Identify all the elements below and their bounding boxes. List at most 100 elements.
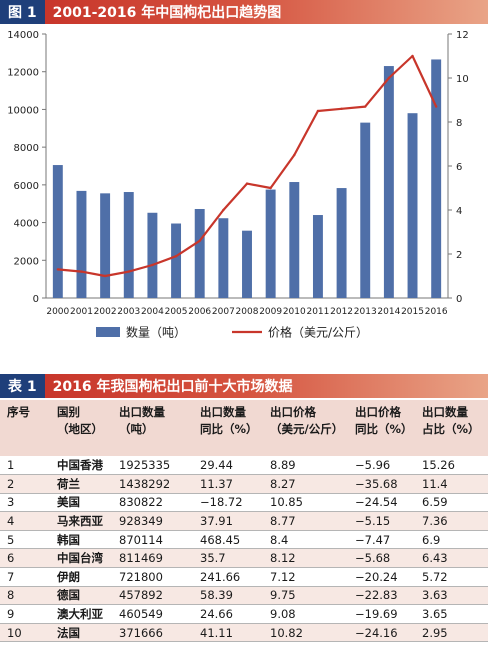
table-cell: 7 (0, 567, 50, 587)
table-header-cell: 出口数量占比（%） (415, 400, 488, 456)
top-markets-table: 序号 国别 （地区） 出口数量 （吨） 出口数量 同比（%） 出口价格 （美元/公斤） 出口价格同… (0, 400, 488, 643)
table-cell: 35.7 (193, 548, 263, 569)
table-cell: 9 (0, 604, 50, 624)
header-line: 出口价格 (355, 405, 401, 419)
table-row: 2 荷兰 1438292 11.37 8.27 −35.68 11.4 (0, 474, 488, 494)
table-cell: −24.54 (348, 493, 415, 513)
line-point (222, 208, 225, 212)
table-cell: 7.12 (263, 567, 348, 587)
table-cell: −5.96 (348, 456, 415, 476)
table-cell: 2 (0, 474, 50, 494)
line-point (387, 76, 391, 80)
header-line: 出口数量 (119, 405, 165, 419)
line-point (340, 107, 343, 111)
x-tick-label: 2000 (46, 307, 69, 317)
table-cell: 6.9 (415, 530, 488, 550)
x-tick-label: 2012 (330, 307, 353, 317)
table-title: 2016 年我国枸杞出口前十大市场数据 (44, 374, 488, 398)
table-cell: 928349 (112, 511, 193, 531)
header-line: 出口价格 (270, 405, 316, 419)
header-line: （美元/公斤） (270, 422, 344, 436)
table-header-cell: 出口数量 同比（%） (193, 400, 263, 456)
left-tick-label: 4000 (14, 219, 39, 230)
table-row: 7 伊朗 721800 241.66 7.12 −20.24 5.72 (0, 567, 488, 587)
line-point (293, 153, 296, 157)
table-header-cell: 序号 (0, 400, 50, 456)
table-cell: 荷兰 (50, 474, 112, 494)
left-tick-label: 6000 (14, 181, 39, 192)
table-cell: 29.44 (193, 456, 263, 476)
table-cell: 中国香港 (50, 456, 112, 476)
table-cell: 11.37 (193, 474, 263, 494)
bar (289, 182, 300, 298)
left-tick-label: 12000 (7, 68, 39, 79)
table-cell: 伊朗 (50, 567, 112, 587)
right-tick-label: 4 (456, 206, 462, 217)
table-cell: 8.77 (263, 511, 348, 531)
table-cell: 马来西亚 (50, 511, 112, 531)
export-trend-chart: 0 2000 4000 6000 8000 10000 12000 14000 0 2 4 6 8 10 1… (7, 30, 469, 340)
legend-bar-swatch (96, 327, 120, 337)
header-line: （地区） (57, 422, 103, 436)
line-point (127, 270, 130, 273)
table-cell: 6 (0, 548, 50, 569)
line-point (103, 274, 107, 278)
table-cell: 8.4 (263, 530, 348, 550)
line-point (316, 109, 320, 113)
header-line: 占比（%） (422, 422, 480, 436)
line-point (364, 105, 367, 108)
table-cell: 24.66 (193, 604, 263, 624)
table-cell: −19.69 (348, 604, 415, 624)
header-line: 序号 (7, 405, 30, 419)
table-row: 9 澳大利亚 460549 24.66 9.08 −19.69 3.65 (0, 604, 488, 624)
header-line: 出口数量 (200, 405, 246, 419)
table-cell: 8.27 (263, 474, 348, 494)
table-cell: −20.24 (348, 567, 415, 587)
line-point (411, 54, 414, 58)
bar (312, 215, 323, 298)
table-cell: 6.59 (415, 493, 488, 513)
left-tick-label: 10000 (7, 105, 39, 116)
table-cell: 8 (0, 586, 50, 606)
table-cell: 721800 (112, 567, 193, 587)
table-cell: 2.95 (415, 623, 488, 643)
table-cell: 9.75 (263, 586, 348, 606)
table-banner: 表 1 2016 年我国枸杞出口前十大市场数据 (0, 374, 488, 398)
header-line: （吨） (119, 422, 154, 436)
x-tick-label: 2006 (188, 307, 211, 317)
table-cell: 德国 (50, 586, 112, 606)
table-cell: 58.39 (193, 586, 263, 606)
table-row: 6 中国台湾 811469 35.7 8.12 −5.68 6.43 (0, 548, 488, 569)
table-cell: 9.08 (263, 604, 348, 624)
bar (123, 192, 134, 298)
table-cell: −22.83 (348, 586, 415, 606)
table-header-cell: 出口价格 （美元/公斤） (263, 400, 348, 456)
bar (360, 122, 371, 298)
line-point (198, 239, 201, 242)
right-tick-label: 2 (456, 250, 462, 261)
bar (407, 113, 418, 298)
table-header-cell: 国别 （地区） (50, 400, 112, 456)
x-tick-label: 2009 (259, 307, 282, 317)
table-row: 8 德国 457892 58.39 9.75 −22.83 3.63 (0, 586, 488, 606)
line-point (174, 255, 178, 258)
x-tick-label: 2014 (377, 307, 400, 317)
header-line: 国别 (57, 405, 80, 419)
x-tick-label: 2008 (236, 307, 259, 317)
bar (171, 223, 182, 298)
table-cell: 8.12 (263, 548, 348, 569)
bar (147, 212, 158, 298)
table-cell: −18.72 (193, 493, 263, 513)
x-tick-label: 2004 (141, 307, 164, 317)
table-cell: 5 (0, 530, 50, 550)
table-cell: −5.15 (348, 511, 415, 531)
bar (265, 189, 276, 298)
table-cell: 5.72 (415, 567, 488, 587)
table-cell: 8.89 (263, 456, 348, 476)
bar (52, 165, 63, 298)
right-tick-label: 8 (456, 118, 462, 129)
header-line: 出口数量 (422, 405, 468, 419)
bar (383, 66, 394, 298)
legend-bar-label: 数量（吨） (126, 325, 186, 340)
table-cell: 37.91 (193, 511, 263, 531)
